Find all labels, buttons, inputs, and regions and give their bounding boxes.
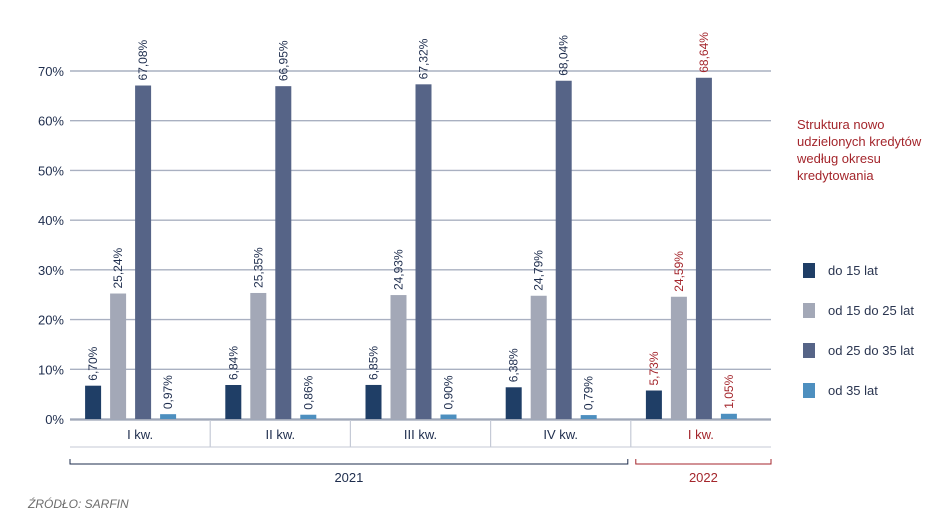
data-label: 24,93%: [392, 249, 406, 290]
y-tick-label: 30%: [38, 263, 64, 278]
bar: [505, 387, 522, 419]
bar: [415, 84, 432, 419]
bar: [555, 80, 572, 419]
year-label: 2022: [689, 470, 718, 485]
legend: do 15 lat od 15 do 25 lat od 25 do 35 la…: [803, 262, 914, 422]
y-tick-label: 0%: [45, 412, 64, 427]
data-label: 25,35%: [251, 247, 265, 288]
bar: [365, 384, 382, 419]
bar: [390, 295, 407, 419]
x-tick-label: IV kw.: [543, 427, 578, 442]
chart-title: Struktura nowo udzielonych kredytów wedł…: [797, 117, 922, 183]
bar: [720, 413, 737, 419]
bar: [695, 77, 712, 420]
year-bracket: [635, 459, 772, 465]
bar: [160, 414, 177, 419]
data-label: 6,85%: [367, 346, 381, 380]
bar: [225, 384, 242, 419]
year-bracket: [69, 459, 629, 465]
bar: [110, 293, 127, 419]
data-label: 67,32%: [417, 38, 431, 79]
data-label: 0,97%: [161, 375, 175, 409]
bar: [300, 414, 317, 419]
y-tick-label: 60%: [38, 114, 64, 129]
legend-item-od-25-do-35-lat: od 25 do 35 lat: [803, 342, 914, 358]
bar: [85, 385, 102, 419]
bar: [670, 296, 687, 419]
data-label: 5,73%: [647, 351, 661, 385]
bar: [645, 390, 662, 419]
year-label: 2021: [334, 470, 363, 485]
legend-swatch: [803, 342, 815, 358]
x-tick-label: III kw.: [404, 427, 437, 442]
y-tick-label: 20%: [38, 313, 64, 328]
data-label: 24,59%: [672, 251, 686, 292]
data-label: 0,90%: [442, 375, 456, 409]
data-label: 0,86%: [301, 375, 315, 409]
data-label: 6,70%: [86, 346, 100, 380]
legend-item-do-15-lat: do 15 lat: [803, 262, 914, 278]
x-tick-label: I kw.: [127, 427, 153, 442]
legend-label: od 35 lat: [828, 382, 878, 398]
legend-swatch: [803, 382, 815, 398]
legend-label: od 25 do 35 lat: [828, 342, 915, 358]
data-label: 1,05%: [722, 374, 736, 408]
bar: [275, 86, 292, 420]
data-label: 6,38%: [507, 348, 521, 382]
legend-label: do 15 lat: [828, 262, 878, 278]
legend-swatch: [803, 262, 815, 278]
bar: [440, 414, 457, 419]
data-label: 68,04%: [557, 35, 571, 76]
x-tick-label: II kw.: [265, 427, 295, 442]
data-label: 66,95%: [276, 40, 290, 81]
data-label: 68,64%: [697, 32, 711, 73]
legend-item-od-35-lat: od 35 lat: [803, 382, 914, 398]
legend-item-od-15-do-25-lat: od 15 do 25 lat: [803, 302, 914, 318]
bar: [135, 85, 152, 419]
y-tick-label: 70%: [38, 64, 64, 79]
y-tick-label: 50%: [38, 163, 64, 178]
bar: [580, 415, 597, 419]
data-label: 0,79%: [582, 376, 596, 410]
data-label: 24,79%: [532, 250, 546, 291]
bar: [250, 292, 267, 419]
data-label: 25,24%: [111, 247, 125, 288]
y-tick-label: 10%: [38, 362, 64, 377]
legend-label: od 15 do 25 lat: [828, 302, 915, 318]
x-tick-label: I kw.: [688, 427, 714, 442]
source-note: ŹRÓDŁO: SARFIN: [28, 497, 129, 511]
data-label: 6,84%: [226, 346, 240, 380]
bar: [530, 295, 547, 419]
data-label: 67,08%: [136, 39, 150, 80]
y-tick-label: 40%: [38, 213, 64, 228]
legend-swatch: [803, 302, 815, 318]
